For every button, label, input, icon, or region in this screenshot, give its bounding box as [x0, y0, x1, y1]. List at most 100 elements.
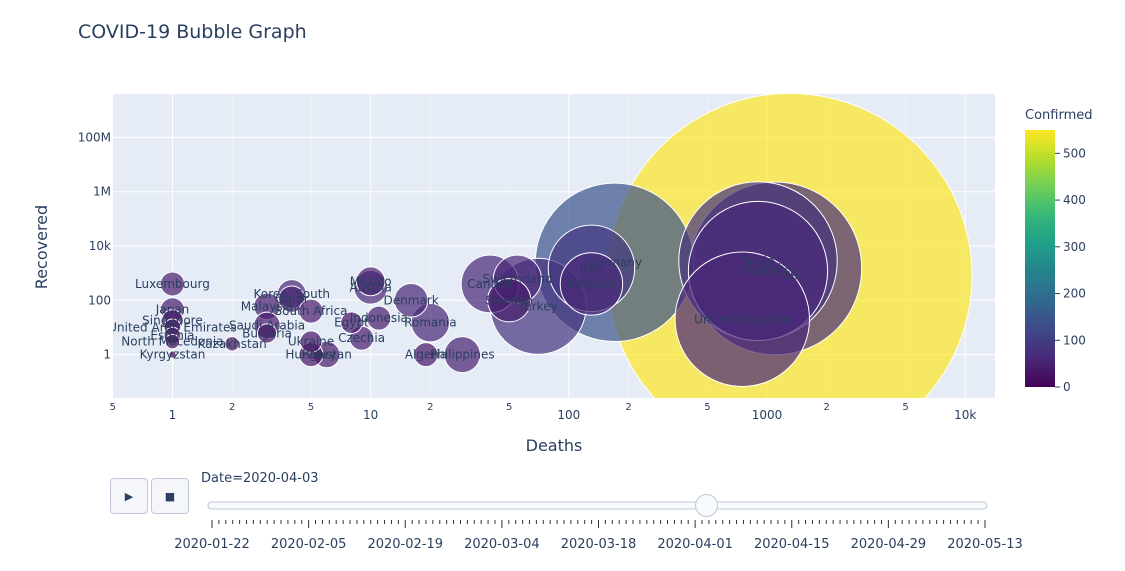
bubble-label: Algeria: [405, 348, 447, 362]
bubble-qatar[interactable]: [278, 285, 306, 313]
bubble-label: Estonia: [150, 329, 194, 343]
slider-ticks: 2020-01-22 2020-02-05 2020-02-19 2020-03-04…: [174, 520, 1023, 552]
x-axis-title: Deaths: [526, 436, 583, 455]
bubble-luxembourg[interactable]: [159, 271, 185, 297]
y-axis-title: Recovered: [32, 205, 51, 289]
bubble-label: Belgium: [567, 277, 616, 291]
bubble-label: Germany: [587, 255, 642, 269]
x-tick-label: 10k: [954, 408, 976, 422]
bubble-label: United Arab Emirates: [108, 320, 236, 334]
slider-date-label: 2020-04-15: [754, 537, 830, 552]
bubble-label: Romania: [404, 316, 456, 330]
bubble-label: Luxembourg: [135, 277, 210, 291]
bubble-label: Kazakhstan: [198, 337, 267, 351]
bubble-label: Turkey: [518, 299, 558, 313]
bubble-egypt[interactable]: [340, 311, 363, 334]
colorbar-tick-label: 200: [1063, 287, 1086, 301]
bubble-label: Mexico: [350, 274, 392, 288]
bubble-label: South Africa: [275, 304, 348, 318]
bubble-label: US: [781, 269, 797, 283]
colorbar: Confirmed 0 100 200 300 400 500: [1025, 108, 1093, 394]
slider-date-label: 2020-03-18: [561, 537, 637, 552]
y-tick-label: 100: [88, 293, 111, 307]
x-tick-label: 100: [557, 408, 580, 422]
bubble-label: Canada: [467, 277, 513, 291]
bubble-label: Hungary: [285, 348, 336, 362]
bubble-label: Indonesia: [350, 311, 408, 325]
bubble-sweden[interactable]: [487, 278, 532, 323]
x-axis-ticks: 1 10 100 1000 10k 5 2 5 2 5 2 5 2 5: [110, 402, 977, 422]
bubble-label: France: [738, 264, 778, 278]
bubble-south-africa[interactable]: [298, 298, 324, 324]
x-tick-label: 1000: [752, 408, 783, 422]
slider-rail[interactable]: [207, 501, 988, 510]
bubble-algeria[interactable]: [413, 342, 439, 368]
bubble-north-macedonia[interactable]: [164, 333, 181, 350]
y-tick-label: 100M: [78, 130, 111, 144]
bubble-label: Sweden: [485, 293, 532, 307]
bubble-bulgaria[interactable]: [256, 323, 278, 344]
bubble-label: United Kingdom: [694, 312, 790, 326]
x-minor-tick-label: 2: [625, 402, 631, 413]
bubble-kyrgyzstan[interactable]: [168, 350, 177, 359]
bubble-label: Austria: [349, 280, 391, 294]
slider-date-label: 2020-05-13: [947, 537, 1023, 552]
x-minor-tick-label: 2: [824, 402, 830, 413]
bubble-label: Denmark: [384, 293, 439, 307]
current-date-label: Date=2020-04-03: [201, 471, 319, 486]
slider-date-label: 2020-04-29: [851, 537, 927, 552]
play-icon: ▶: [124, 489, 134, 503]
bubble-label: Czechia: [338, 331, 385, 345]
bubble-label: Bulgaria: [242, 326, 292, 340]
bubble-label: Qatar: [275, 292, 309, 306]
bubble-label: Spain: [741, 254, 775, 268]
colorbar-tick-label: 100: [1063, 333, 1086, 347]
x-tick-label: 10: [363, 408, 378, 422]
slider-date-label: 2020-02-05: [271, 537, 347, 552]
bubble-label: Malaysia: [241, 299, 293, 313]
x-minor-tick-label: 5: [704, 402, 710, 413]
bubble-label: Philippines: [430, 348, 495, 362]
bubbles-layer: [159, 94, 973, 398]
bubble-label: Kyrgyzstan: [140, 348, 206, 362]
bubble-label: Korea, South: [254, 287, 331, 301]
time-slider[interactable]: 2020-01-22 2020-02-05 2020-02-19 2020-03-04…: [174, 494, 1023, 553]
y-tick-label: 10k: [89, 239, 111, 253]
colorbar-title: Confirmed: [1025, 108, 1093, 123]
bubble-label: Singapore: [142, 313, 203, 327]
x-tick-label: 1: [169, 408, 177, 422]
x-minor-tick-label: 2: [229, 402, 235, 413]
bubble-denmark[interactable]: [393, 282, 429, 318]
stop-button[interactable]: ■: [151, 478, 189, 514]
bubble-philippines[interactable]: [443, 336, 481, 374]
colorbar-tick-label: 400: [1063, 193, 1086, 207]
bubble-label: Italy: [762, 261, 788, 275]
stop-icon: ■: [164, 489, 176, 503]
x-minor-tick-label: 2: [427, 402, 433, 413]
bubble-label: Japan: [155, 303, 189, 317]
bubble-label: North Macedonia: [121, 335, 223, 349]
x-minor-tick-label: 5: [902, 402, 908, 413]
play-button[interactable]: ▶: [110, 478, 148, 514]
slider-grip[interactable]: [695, 494, 719, 517]
x-minor-tick-label: 5: [308, 402, 314, 413]
y-tick-label: 1: [103, 348, 111, 362]
colorbar-tick-label: 500: [1063, 146, 1086, 160]
bubble-label: Pakistan: [302, 348, 352, 362]
bubble-label: Iran: [580, 261, 603, 275]
bubble-indonesia[interactable]: [366, 305, 392, 331]
colorbar-gradient: [1025, 130, 1055, 387]
bubble-mexico[interactable]: [355, 266, 386, 297]
bubble-label: Saudi Arabia: [229, 318, 305, 332]
colorbar-tick-label: 300: [1063, 240, 1086, 254]
y-tick-label: 1M: [93, 185, 111, 199]
bubble-ukraine[interactable]: [299, 330, 323, 353]
bubble-united-kingdom[interactable]: [674, 251, 811, 387]
y-axis-ticks: 1 100 10k 1M 100M: [78, 130, 111, 361]
bubble-belgium[interactable]: [559, 252, 624, 316]
slider-date-label: 2020-01-22: [174, 537, 250, 552]
bubble-kazakhstan[interactable]: [224, 336, 240, 352]
slider-date-label: 2020-03-04: [464, 537, 540, 552]
